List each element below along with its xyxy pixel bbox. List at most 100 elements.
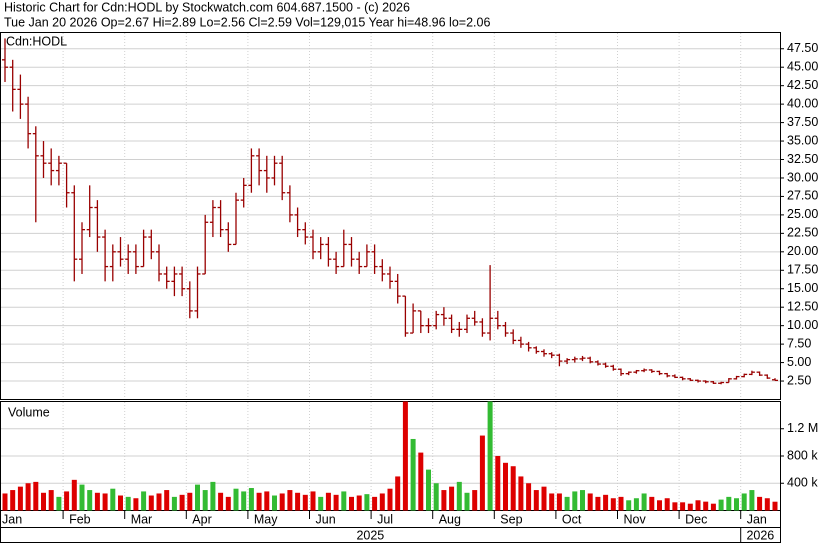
- volume-bar: [364, 494, 370, 511]
- volume-bar: [148, 495, 154, 511]
- y-tick-label: 35.00: [787, 133, 818, 147]
- volume-bar: [102, 493, 108, 511]
- volume-bar: [464, 492, 470, 511]
- volume-bar: [764, 498, 770, 511]
- volume-bar: [210, 481, 216, 511]
- volume-bar: [695, 500, 701, 511]
- x-tick-label: Dec: [685, 512, 707, 526]
- volume-bar: [495, 456, 501, 511]
- volume-bar: [379, 493, 385, 511]
- x-tick-label: Apr: [192, 512, 211, 526]
- x-tick-label: Jun: [316, 512, 336, 526]
- volume-bar: [64, 491, 70, 511]
- volume-bar: [241, 491, 247, 511]
- volume-bar: [41, 492, 46, 511]
- volume-bar: [664, 498, 670, 511]
- y-tick-label: 17.50: [787, 263, 818, 277]
- volume-bar: [25, 483, 31, 511]
- volume-bar: [741, 493, 747, 511]
- volume-bar: [533, 490, 539, 511]
- volume-bar: [318, 496, 324, 511]
- y-tick-label: 37.50: [787, 115, 818, 129]
- y-tick-label: 7.50: [787, 336, 811, 350]
- volume-bar: [487, 401, 493, 511]
- volume-bar: [564, 496, 570, 511]
- grid: [1, 33, 780, 510]
- y-tick-label: 30.00: [787, 170, 818, 184]
- volume-bar: [687, 503, 693, 511]
- volume-bar: [17, 486, 23, 511]
- volume-bar: [141, 491, 147, 511]
- volume-bar: [503, 462, 508, 511]
- panel-label: Volume: [8, 405, 50, 419]
- volume-bar: [603, 494, 609, 511]
- volume-bar: [726, 496, 732, 511]
- volume-bar: [472, 490, 478, 511]
- volume-bar: [710, 503, 716, 511]
- volume-bar: [56, 496, 62, 511]
- volume-bar: [118, 495, 123, 511]
- y-tick-label: 47.50: [787, 41, 818, 55]
- volume-bar: [518, 476, 524, 511]
- y-tick-label: 5.00: [787, 355, 811, 369]
- volume-bar: [633, 498, 639, 511]
- volume-bar: [349, 496, 354, 511]
- volume-bar: [179, 494, 185, 511]
- y-tick-label: 32.50: [787, 152, 818, 166]
- volume-bar: [372, 496, 378, 511]
- y-tick-label: 10.00: [787, 318, 818, 332]
- volume-bar: [749, 490, 755, 511]
- volume-bar: [2, 493, 8, 511]
- volume-bar: [202, 490, 208, 511]
- y-tick-label: 42.50: [787, 78, 818, 92]
- volume-bar: [657, 500, 662, 511]
- volume-bar: [549, 493, 555, 511]
- volume-bar: [272, 495, 277, 511]
- volume-bar: [110, 488, 116, 511]
- volume-bar: [587, 493, 593, 511]
- volume-bar: [757, 496, 763, 511]
- volume-bar: [133, 498, 139, 511]
- volume-bar: [71, 479, 77, 511]
- y-tick-label: 45.00: [787, 60, 818, 74]
- volume-bar: [248, 488, 254, 511]
- volume-bar: [333, 494, 339, 511]
- volume-bar: [264, 491, 270, 511]
- x-tick-label: May: [254, 512, 278, 526]
- volume-bar: [171, 496, 177, 511]
- x-tick-label: Mar: [131, 512, 153, 526]
- volume-bar: [79, 484, 85, 511]
- volume-bar: [125, 496, 131, 511]
- volume-bar: [233, 488, 239, 511]
- volume-bar: [402, 401, 408, 511]
- volume-bar: [556, 493, 562, 511]
- volume-bar: [479, 435, 485, 511]
- volume-bar: [449, 486, 455, 511]
- volume-bar: [356, 495, 362, 511]
- price-panel: [0, 32, 781, 400]
- volume-bar: [595, 496, 601, 511]
- y-tick-label: 2.50: [787, 373, 811, 387]
- quote-line: Tue Jan 20 2026 Op=2.67 Hi=2.89 Lo=2.56 …: [4, 15, 490, 29]
- volume-bar: [426, 469, 431, 511]
- volume-bar: [456, 481, 462, 511]
- volume-bar: [649, 496, 655, 511]
- volume-bar: [641, 493, 647, 511]
- x-tick-label: Jan: [747, 512, 767, 526]
- volume-bar: [626, 500, 632, 511]
- volume-bar: [680, 502, 686, 511]
- volume-bar: [164, 490, 170, 511]
- volume-bar: [541, 486, 547, 511]
- volume-bar: [33, 481, 39, 511]
- y-tick-label: 40.00: [787, 96, 818, 110]
- volume-bar: [510, 466, 516, 511]
- volume-bar: [610, 498, 616, 511]
- volume-bar: [279, 493, 285, 511]
- y-tick-label: 400 k: [787, 476, 818, 490]
- y-tick-label: 15.00: [787, 281, 818, 295]
- volume-bar: [195, 484, 200, 511]
- volume-bar: [87, 490, 93, 511]
- y-tick-label: 1.2 M: [787, 421, 818, 435]
- volume-bar: [772, 501, 778, 511]
